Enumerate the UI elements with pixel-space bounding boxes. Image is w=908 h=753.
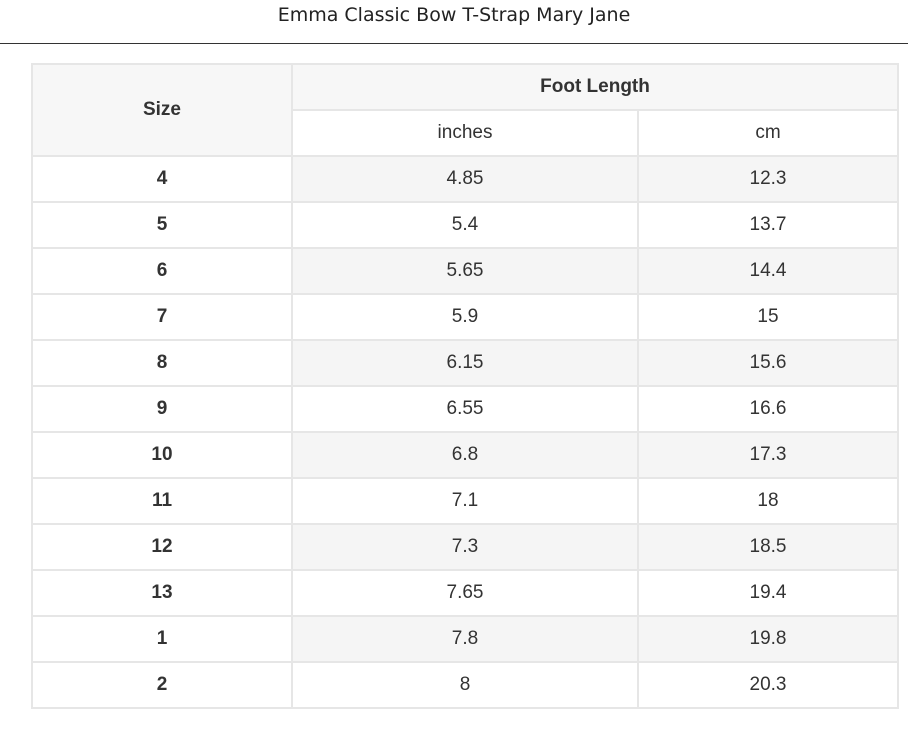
cm-cell: 12.3 xyxy=(637,155,899,203)
inches-cell: 7.8 xyxy=(291,615,639,663)
inches-cell: 6.8 xyxy=(291,431,639,479)
table-row: 4 4.85 12.3 xyxy=(31,155,899,203)
table-header: Size Foot Length inches cm xyxy=(31,63,899,157)
table-row: 12 7.3 18.5 xyxy=(31,523,899,571)
page-title: Emma Classic Bow T-Strap Mary Jane xyxy=(0,0,908,44)
cm-cell: 19.4 xyxy=(637,569,899,617)
table-row: 8 6.15 15.6 xyxy=(31,339,899,387)
size-cell: 10 xyxy=(31,431,293,479)
inches-cell: 6.15 xyxy=(291,339,639,387)
table-row: 6 5.65 14.4 xyxy=(31,247,899,295)
inches-cell: 8 xyxy=(291,661,639,709)
size-cell: 7 xyxy=(31,293,293,341)
cm-cell: 18.5 xyxy=(637,523,899,571)
inches-cell: 4.85 xyxy=(291,155,639,203)
inches-cell: 7.3 xyxy=(291,523,639,571)
cm-cell: 13.7 xyxy=(637,201,899,249)
size-cell: 11 xyxy=(31,477,293,525)
inches-cell: 6.55 xyxy=(291,385,639,433)
cm-cell: 17.3 xyxy=(637,431,899,479)
table-row: 5 5.4 13.7 xyxy=(31,201,899,249)
size-chart-table: Size Foot Length inches cm 4 4.85 12.3 5… xyxy=(31,63,899,709)
size-cell: 8 xyxy=(31,339,293,387)
table-row: 7 5.9 15 xyxy=(31,293,899,341)
inches-cell: 5.9 xyxy=(291,293,639,341)
cm-cell: 15 xyxy=(637,293,899,341)
size-cell: 5 xyxy=(31,201,293,249)
cm-cell: 18 xyxy=(637,477,899,525)
inches-cell: 7.1 xyxy=(291,477,639,525)
table-row: 1 7.8 19.8 xyxy=(31,615,899,663)
cm-cell: 16.6 xyxy=(637,385,899,433)
header-row-group: Size Foot Length xyxy=(31,63,899,157)
cm-cell: 15.6 xyxy=(637,339,899,387)
table-row: 13 7.65 19.4 xyxy=(31,569,899,617)
size-cell: 4 xyxy=(31,155,293,203)
size-cell: 13 xyxy=(31,569,293,617)
size-cell: 6 xyxy=(31,247,293,295)
size-cell: 9 xyxy=(31,385,293,433)
foot-length-group-header: Foot Length xyxy=(291,63,899,111)
header-row-units: inches cm xyxy=(32,109,899,157)
cm-column-header: cm xyxy=(637,109,899,157)
table-row: 10 6.8 17.3 xyxy=(31,431,899,479)
table-row: 2 8 20.3 xyxy=(31,661,899,709)
inches-column-header: inches xyxy=(291,109,639,157)
inches-cell: 5.65 xyxy=(291,247,639,295)
inches-cell: 5.4 xyxy=(291,201,639,249)
size-cell: 1 xyxy=(31,615,293,663)
table-body: 4 4.85 12.3 5 5.4 13.7 6 5.65 14.4 7 5.9… xyxy=(31,155,899,709)
size-cell: 2 xyxy=(31,661,293,709)
table-row: 11 7.1 18 xyxy=(31,477,899,525)
size-cell: 12 xyxy=(31,523,293,571)
inches-cell: 7.65 xyxy=(291,569,639,617)
size-column-header: Size xyxy=(31,63,293,157)
table-row: 9 6.55 16.6 xyxy=(31,385,899,433)
cm-cell: 19.8 xyxy=(637,615,899,663)
cm-cell: 14.4 xyxy=(637,247,899,295)
cm-cell: 20.3 xyxy=(637,661,899,709)
